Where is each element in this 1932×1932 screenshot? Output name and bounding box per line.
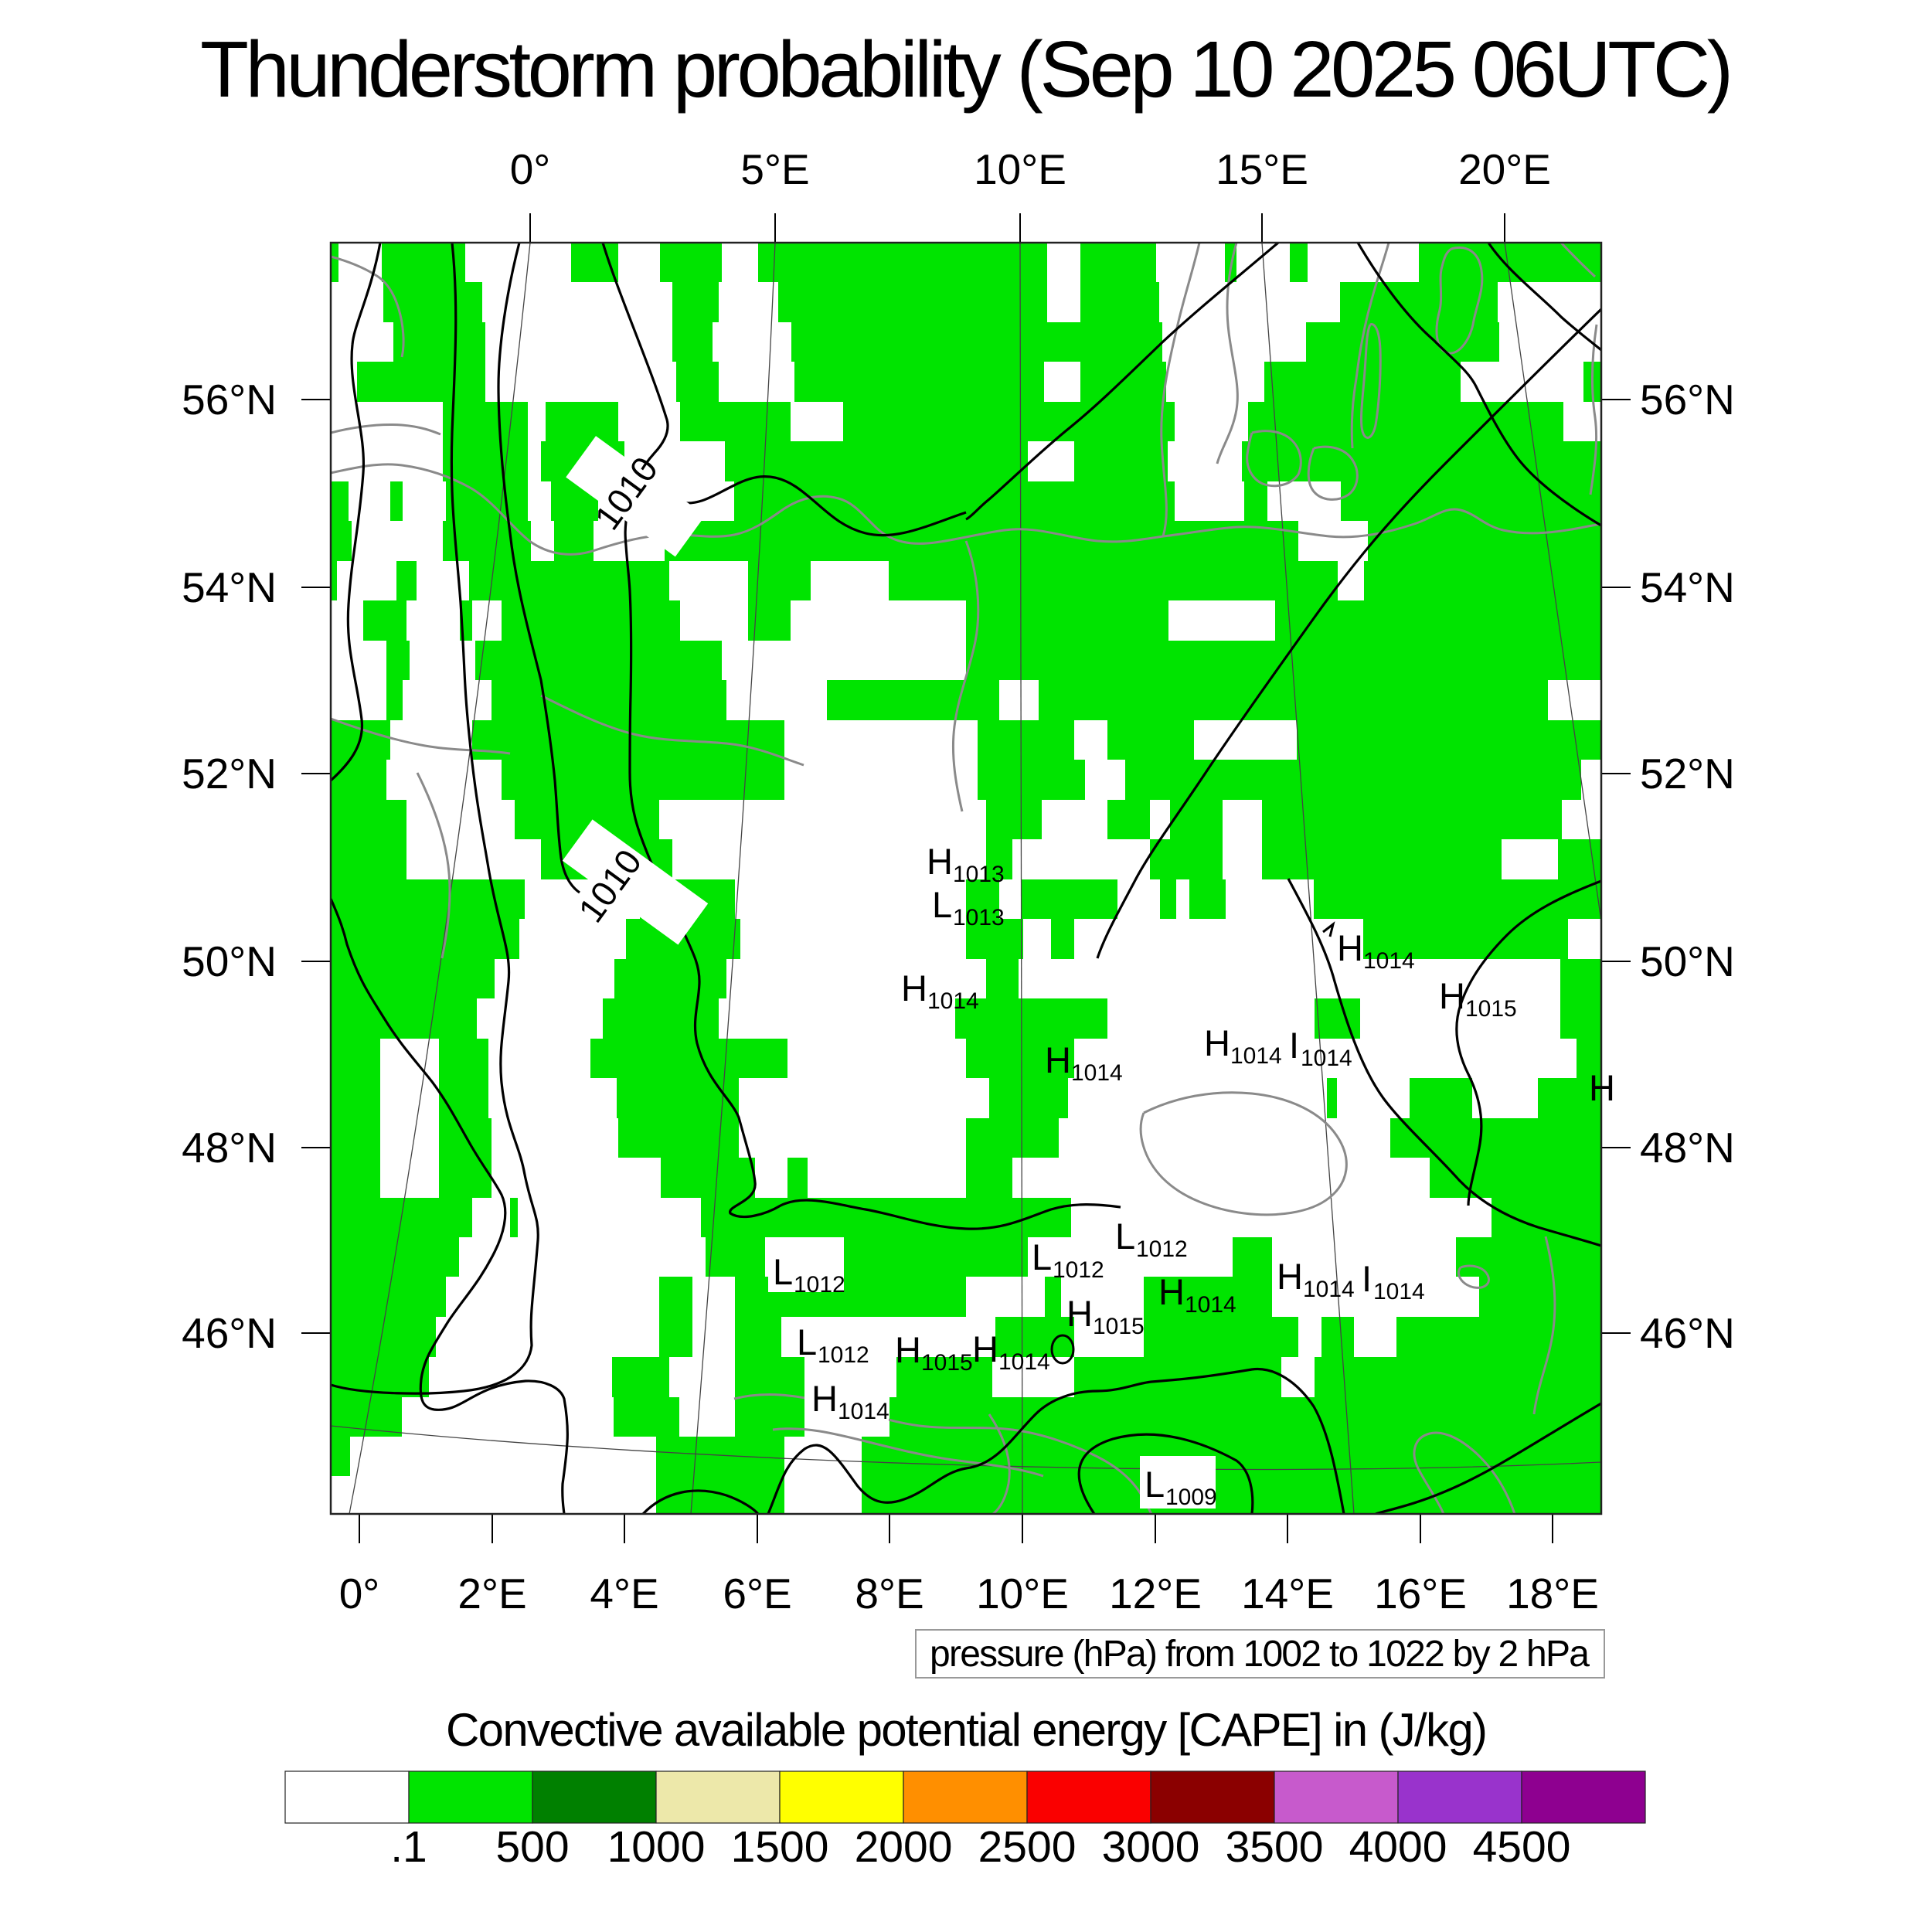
svg-text:H: H [1439, 975, 1465, 1016]
svg-text:4°E: 4°E [590, 1570, 658, 1617]
svg-text:20°E: 20°E [1458, 145, 1551, 193]
svg-text:Convective available potential: Convective available potential energy [C… [446, 1704, 1488, 1756]
svg-text:H: H [1066, 1293, 1093, 1334]
svg-text:8°E: 8°E [855, 1570, 923, 1617]
svg-text:1014: 1014 [927, 988, 979, 1014]
svg-text:52°N: 52°N [182, 750, 277, 798]
svg-text:1012: 1012 [818, 1342, 869, 1368]
svg-text:H: H [895, 1329, 921, 1370]
svg-text:1014: 1014 [1071, 1060, 1123, 1086]
svg-text:1014: 1014 [1301, 1046, 1352, 1071]
svg-text:54°N: 54°N [1640, 563, 1735, 611]
svg-text:L: L [773, 1251, 793, 1292]
svg-text:56°N: 56°N [182, 376, 277, 423]
svg-text:1014: 1014 [1363, 948, 1415, 974]
svg-text:L: L [797, 1321, 817, 1362]
svg-text:50°N: 50°N [182, 937, 277, 985]
svg-text:3500: 3500 [1226, 1822, 1324, 1872]
svg-text:1014: 1014 [1230, 1043, 1282, 1069]
svg-text:1013: 1013 [953, 905, 1005, 930]
svg-text:0°: 0° [510, 145, 551, 193]
svg-text:5°E: 5°E [740, 145, 809, 193]
svg-text:2°E: 2°E [457, 1570, 526, 1617]
svg-text:10°E: 10°E [976, 1570, 1069, 1617]
svg-text:1015: 1015 [921, 1350, 973, 1376]
svg-text:0°: 0° [339, 1570, 380, 1617]
svg-text:H: H [811, 1378, 838, 1419]
svg-text:H: H [1158, 1271, 1185, 1312]
svg-text:1014: 1014 [1373, 1279, 1425, 1304]
svg-text:46°N: 46°N [182, 1309, 277, 1357]
svg-text:H: H [1204, 1022, 1230, 1063]
svg-text:pressure (hPa) from 1002 to 10: pressure (hPa) from 1002 to 1022 by 2 hP… [930, 1634, 1590, 1675]
svg-text:1014: 1014 [838, 1399, 889, 1424]
svg-text:H: H [1589, 1067, 1615, 1108]
svg-text:1014: 1014 [998, 1349, 1050, 1375]
svg-text:L: L [932, 884, 952, 925]
svg-text:1012: 1012 [794, 1272, 845, 1298]
svg-text:I: I [1362, 1258, 1372, 1299]
svg-text:H: H [901, 968, 927, 1009]
svg-text:1500: 1500 [731, 1822, 829, 1872]
svg-text:54°N: 54°N [182, 563, 277, 611]
svg-text:16°E: 16°E [1374, 1570, 1467, 1617]
svg-text:50°N: 50°N [1640, 937, 1735, 985]
svg-text:1015: 1015 [1465, 996, 1517, 1022]
svg-text:4500: 4500 [1473, 1822, 1571, 1872]
svg-text:52°N: 52°N [1640, 750, 1735, 798]
svg-text:1015: 1015 [1093, 1314, 1145, 1339]
svg-text:H: H [1045, 1039, 1071, 1080]
svg-text:56°N: 56°N [1640, 376, 1735, 423]
svg-text:L: L [1145, 1464, 1165, 1505]
svg-text:Thunderstorm probability (Sep: Thunderstorm probability (Sep 10 2025 06… [200, 25, 1733, 114]
svg-text:18°E: 18°E [1506, 1570, 1599, 1617]
svg-text:2500: 2500 [978, 1822, 1077, 1872]
svg-text:L: L [1032, 1236, 1052, 1277]
svg-text:12°E: 12°E [1109, 1570, 1202, 1617]
svg-text:1009: 1009 [1165, 1485, 1217, 1510]
svg-text:1012: 1012 [1136, 1236, 1188, 1262]
svg-text:1014: 1014 [1303, 1277, 1355, 1302]
svg-text:14°E: 14°E [1241, 1570, 1334, 1617]
svg-text:1014: 1014 [1185, 1292, 1236, 1318]
svg-text:48°N: 48°N [182, 1124, 277, 1172]
svg-text:H: H [972, 1328, 998, 1369]
svg-text:500: 500 [495, 1822, 569, 1872]
svg-text:H: H [1277, 1256, 1303, 1297]
svg-text:L: L [1115, 1216, 1135, 1257]
svg-text:6°E: 6°E [723, 1570, 791, 1617]
svg-text:15°E: 15°E [1216, 145, 1308, 193]
svg-text:10°E: 10°E [974, 145, 1066, 193]
svg-text:4000: 4000 [1349, 1822, 1447, 1872]
svg-text:3000: 3000 [1102, 1822, 1200, 1872]
svg-text:.1: .1 [390, 1822, 427, 1872]
svg-text:1012: 1012 [1053, 1257, 1104, 1283]
svg-text:2000: 2000 [855, 1822, 953, 1872]
svg-text:48°N: 48°N [1640, 1124, 1735, 1172]
svg-text:I: I [1289, 1025, 1299, 1066]
svg-text:46°N: 46°N [1640, 1309, 1735, 1357]
svg-text:1000: 1000 [607, 1822, 706, 1872]
svg-text:H: H [1337, 927, 1363, 968]
svg-text:H: H [927, 841, 953, 882]
svg-text:1013: 1013 [953, 862, 1005, 887]
